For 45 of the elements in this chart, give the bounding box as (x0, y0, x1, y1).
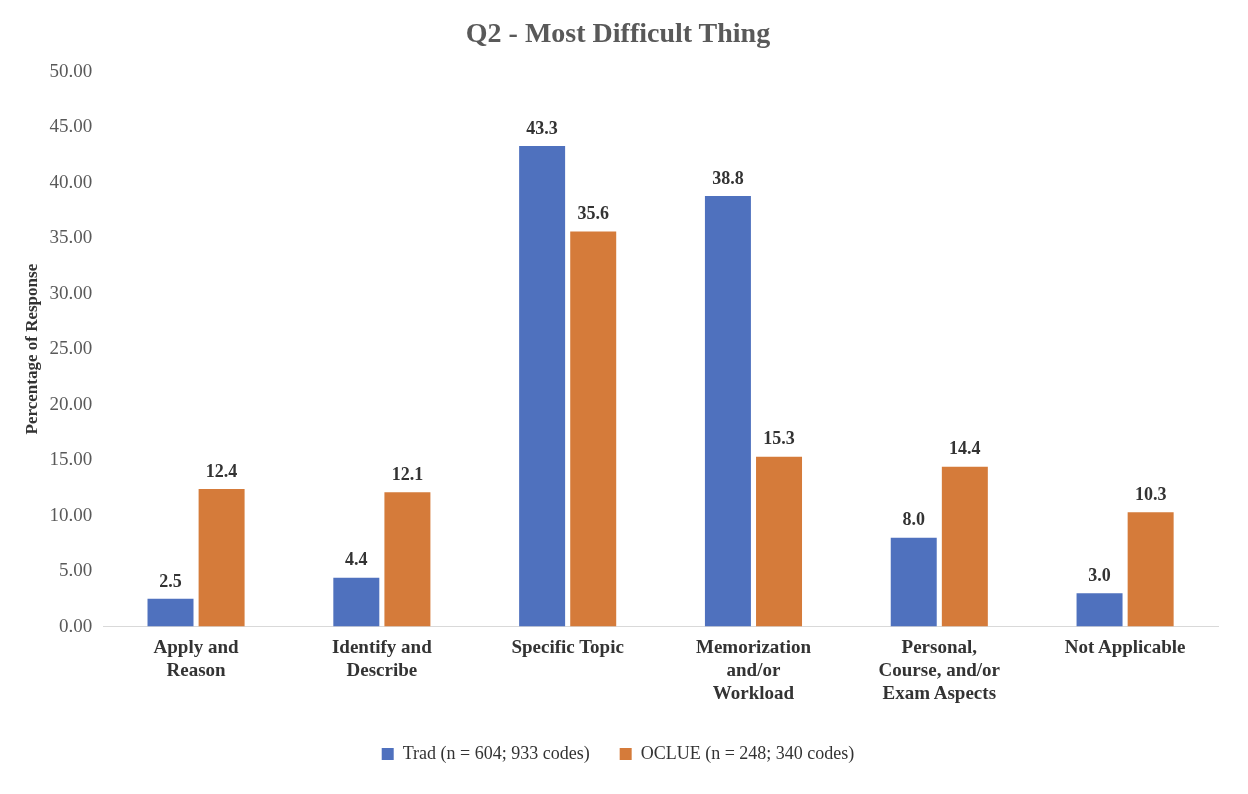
text: 12.4 (205, 460, 238, 481)
text: 8.0 (902, 509, 925, 530)
y-tick-label: 15.00 (49, 448, 93, 470)
bar (519, 145, 566, 627)
y-tick-label: 5.00 (58, 559, 93, 581)
y-tick-label: 20.00 (49, 392, 93, 414)
y-tick-label: 25.00 (49, 337, 93, 359)
text: 38.8 (712, 167, 744, 188)
bar (756, 456, 803, 627)
y-tick-label: 40.00 (49, 170, 93, 192)
bar (890, 537, 937, 627)
text: 43.3 (526, 117, 558, 138)
x-tick-label: Apply and Reason (153, 635, 239, 680)
bar (333, 577, 380, 627)
y-tick-label: 50.00 (49, 59, 93, 81)
text: 14.4 (949, 438, 981, 459)
y-tick-label: 45.00 (49, 115, 93, 137)
x-tick-label: Specific Topic (511, 635, 624, 657)
x-tick-label: Memorization and/or Workload (695, 635, 812, 703)
bar (704, 195, 751, 627)
bar (198, 488, 245, 627)
text: 10.3 (1134, 483, 1167, 504)
y-axis-title: Percentage of Response (21, 263, 41, 435)
bar (1127, 512, 1174, 627)
legend-label: Trad (n = 604; 933 codes) (402, 742, 590, 764)
bar (147, 598, 194, 627)
x-tick-label: Not Applicable (1064, 635, 1186, 657)
bar (941, 466, 988, 627)
legend-label: OCLUE (n = 248; 340 codes) (640, 742, 855, 764)
text: 4.4 (345, 549, 368, 570)
y-tick-label: 30.00 (49, 281, 93, 303)
y-tick-label: 0.00 (58, 614, 93, 636)
y-tick-label: 10.00 (49, 503, 93, 525)
bar (1076, 593, 1123, 627)
text: 15.3 (763, 428, 795, 449)
x-tick-label: Personal, Course, and/or Exam Aspects (878, 635, 1001, 703)
x-tick-label: Identify and Describe (331, 635, 433, 680)
text: 35.6 (577, 203, 609, 224)
text: 2.5 (159, 570, 182, 591)
y-tick-label: 35.00 (49, 226, 93, 248)
bar (570, 231, 617, 627)
text: 3.0 (1088, 564, 1111, 585)
text: 12.1 (391, 463, 424, 484)
chart-title: Q2 - Most Difficult Thing (465, 17, 771, 49)
bar (384, 492, 431, 627)
